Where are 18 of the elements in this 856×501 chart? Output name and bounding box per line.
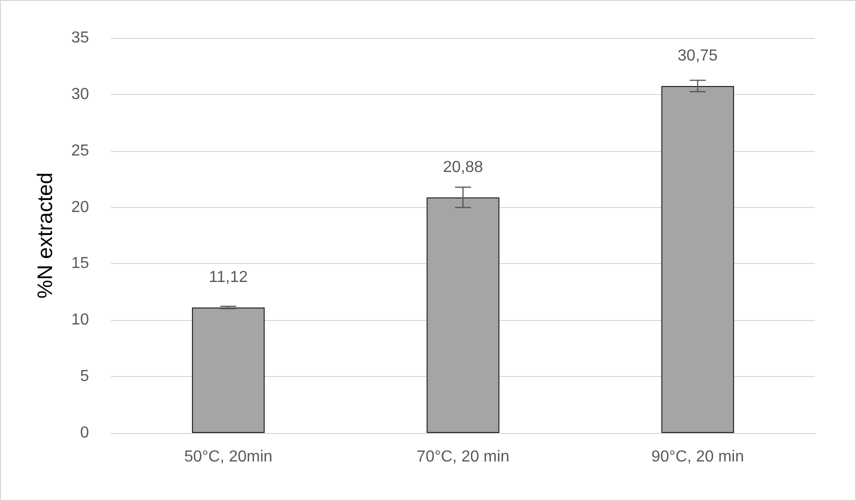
x-tick-label: 90°C, 20 min xyxy=(651,448,744,466)
bar xyxy=(661,86,734,433)
y-tick-label: 10 xyxy=(71,312,90,329)
y-tick-label: 20 xyxy=(71,198,90,216)
data-label: 30,75 xyxy=(678,47,718,64)
x-tick-label: 50°C, 20min xyxy=(184,448,272,466)
y-axis-title: %N extracted xyxy=(34,172,57,299)
data-label: 11,12 xyxy=(208,269,248,286)
data-label: 20,88 xyxy=(442,158,484,176)
y-tick-label: 0 xyxy=(80,424,90,442)
bar xyxy=(426,197,500,433)
y-tick-label: 35 xyxy=(71,30,90,46)
y-tick-label: 15 xyxy=(71,255,90,272)
y-tick-label: 5 xyxy=(80,368,90,386)
y-tick-label: 25 xyxy=(71,142,90,160)
bar xyxy=(192,308,265,433)
x-tick-label: 70°C, 20 min xyxy=(416,448,510,466)
y-tick-label: 30 xyxy=(71,86,90,103)
